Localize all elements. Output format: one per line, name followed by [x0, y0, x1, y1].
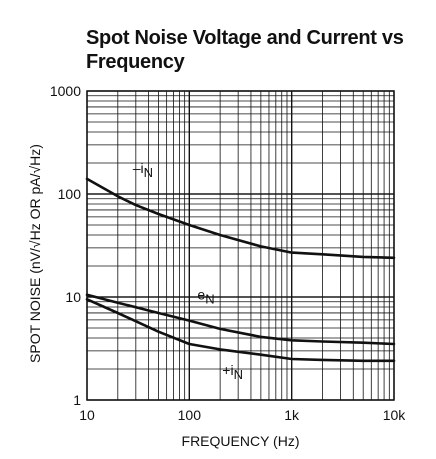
y-tick-label: 100	[58, 186, 82, 202]
x-tick-label: 10	[79, 407, 95, 423]
series-line	[85, 293, 396, 346]
series-label: eN	[197, 286, 214, 306]
y-tick-labels: 1000 100 10 1	[50, 83, 81, 408]
series-lines	[85, 177, 396, 363]
x-tick-labels: 10 100 1k 10k	[79, 407, 406, 423]
x-tick-label: 100	[178, 407, 202, 423]
y-tick-label: 1000	[50, 83, 81, 99]
x-tick-label: 10k	[383, 407, 407, 423]
series-line	[85, 177, 396, 260]
series-line	[85, 298, 396, 363]
y-axis-label: SPOT NOISE (nV/√Hz OR pA/√Hz)	[27, 144, 43, 363]
chart-title: Spot Noise Voltage and Current vs Freque…	[86, 27, 404, 73]
y-tick-label: 10	[65, 289, 81, 305]
series-label: –iN	[133, 160, 153, 180]
series-label: +iN	[222, 362, 243, 382]
plot-frame	[86, 90, 395, 401]
x-tick-label: 1k	[284, 407, 300, 423]
x-axis-label: FREQUENCY (Hz)	[182, 433, 300, 449]
chart-grid	[86, 90, 395, 401]
y-tick-label: 1	[73, 392, 81, 408]
series-labels: –iN eN +iN	[133, 160, 243, 382]
